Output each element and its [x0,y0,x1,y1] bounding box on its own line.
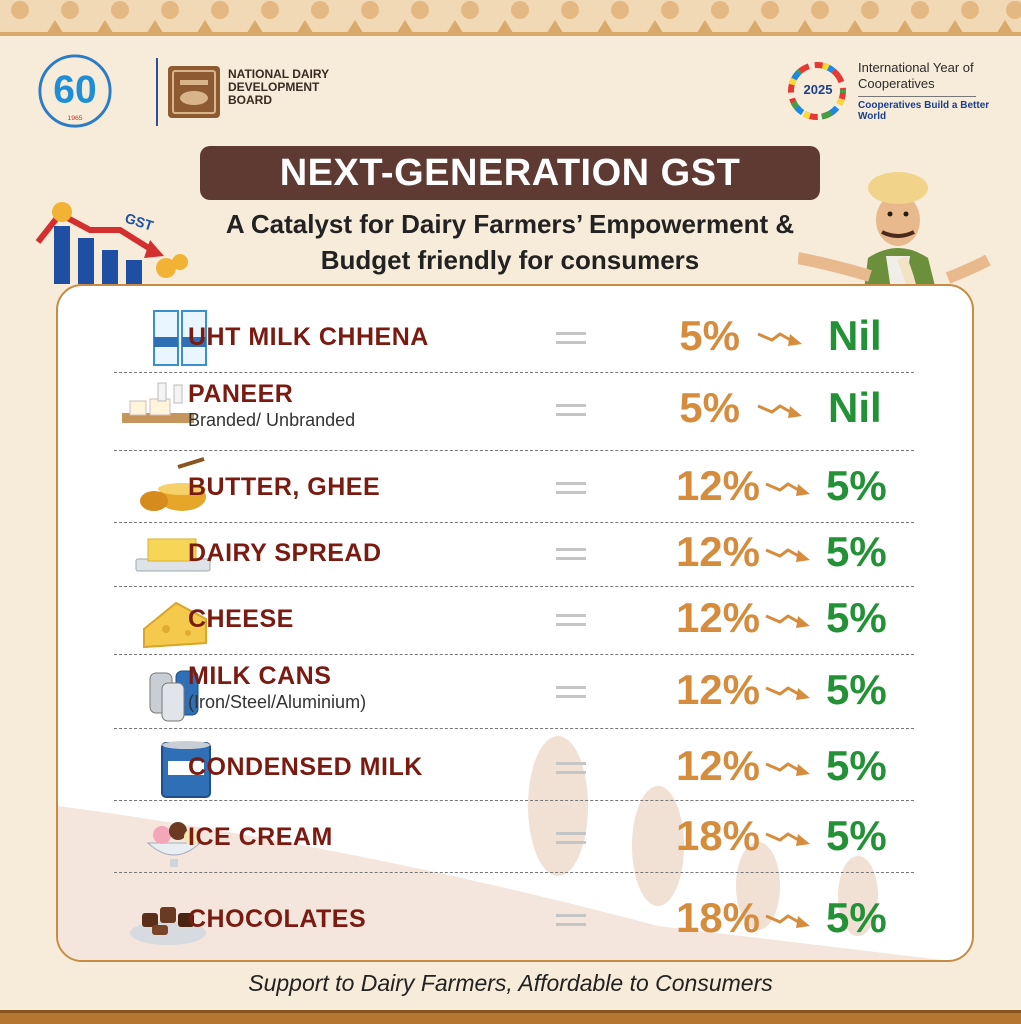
decrease-arrow-icon [765,832,810,846]
product-name: MILK CANS [188,662,332,690]
equals-icon [556,914,586,926]
product-name: PANEER [188,380,294,408]
decrease-arrow-icon [757,332,802,346]
old-gst-rate: 18% [675,812,760,859]
product-name: CONDENSED MILK [188,753,423,781]
equals-icon [556,832,586,844]
old-gst-rate: 12% [675,528,760,575]
old-gst-rate: 12% [675,666,760,713]
equals-icon [556,404,586,416]
product-name: BUTTER, GHEE [188,473,381,501]
butter-block-icon [135,538,211,572]
row-divider [114,450,914,451]
new-gst-rate: Nil [828,312,882,359]
row-divider [114,586,914,587]
old-gst-rate: 5% [679,312,740,359]
nddb-name: NATIONAL DAIRY DEVELOPMENT BOARD [228,67,329,107]
old-gst-rate: 12% [675,594,760,641]
ghee-bowl-icon [140,457,206,511]
row-divider [114,800,914,801]
equals-icon [556,614,586,626]
svg-text:60: 60 [53,69,96,112]
product-name: CHOCOLATES [188,905,367,933]
new-gst-rate: Nil [828,384,882,431]
old-gst-rate: 12% [675,462,760,509]
new-gst-rate: 5% [826,666,887,713]
nddb-logo: 60 1965 NATIONAL DAIRY DEVELOPMENT BOARD [36,52,329,132]
equals-icon [556,548,586,560]
iyc-year: 2025 [803,82,833,97]
subtitle-line-1: A Catalyst for Dairy Farmers’ Empowermen… [225,209,795,239]
decrease-arrow-icon [765,686,810,700]
product-name: ICE CREAM [188,823,333,851]
decorative-bottom-border [0,1010,1021,1024]
nddb-seal-icon [168,66,220,118]
equals-icon [556,332,586,344]
new-gst-rate: 5% [826,528,887,575]
product-subtitle: (Iron/Steel/Aluminium) [188,692,367,712]
gst-decline-chart-icon: GST [35,202,188,284]
nddb-60-years-emblem-icon: 60 1965 [38,54,112,128]
cheese-icon [143,601,207,649]
new-gst-rate: 5% [826,462,887,509]
row-divider [114,372,914,373]
equals-icon [556,686,586,698]
new-gst-rate: 5% [826,812,887,859]
milk-carton-icon [153,310,207,366]
gst-icon-label: GST [123,210,156,234]
old-gst-rate: 5% [679,384,740,431]
decorative-top-border [0,0,1021,36]
paneer-icon [122,382,194,423]
footer-tagline: Support to Dairy Farmers, Affordable to … [248,970,773,996]
new-gst-rate: 5% [826,742,887,789]
decrease-arrow-icon [765,762,810,776]
page-title: NEXT-GENERATION GST [200,146,820,200]
condensed-milk-tin-icon [161,741,211,798]
row-divider [114,872,914,873]
new-gst-rate: 5% [826,894,887,941]
product-subtitle: Branded/ Unbranded [188,410,356,430]
decrease-arrow-icon [757,404,802,418]
product-name: DAIRY SPREAD [188,539,382,567]
page-subtitle: A Catalyst for Dairy Farmers’ Empowermen… [170,206,850,278]
decrease-arrow-icon [765,548,810,562]
iyc-title: International Year of Cooperatives [858,60,974,91]
chocolates-icon [130,907,206,945]
iyc-2025-logo: 2025 International Year of Cooperatives … [782,56,992,128]
ice-cream-icon [146,822,202,867]
milk-can-icon [149,670,199,722]
subtitle-line-2: Budget friendly for consumers [320,245,700,275]
mandala-pattern-icon [11,1,1021,36]
product-name: UHT MILK CHHENA [188,323,429,351]
decrease-arrow-icon [765,914,810,928]
iyc-divider [858,96,976,97]
product-name: CHEESE [188,605,294,633]
gst-rates-card [56,284,974,962]
row-divider [114,728,914,729]
equals-icon [556,482,586,494]
row-divider [114,654,914,655]
svg-text:1965: 1965 [67,115,82,122]
equals-icon [556,762,586,774]
new-gst-rate: 5% [826,594,887,641]
old-gst-rate: 18% [675,894,760,941]
decrease-arrow-icon [765,482,810,496]
iyc-tagline: Cooperatives Build a Better World [858,100,990,122]
old-gst-rate: 12% [675,742,760,789]
decrease-arrow-icon [765,614,810,628]
cooperatives-ring-icon [788,62,846,120]
row-divider [114,522,914,523]
logo-divider [156,58,158,126]
